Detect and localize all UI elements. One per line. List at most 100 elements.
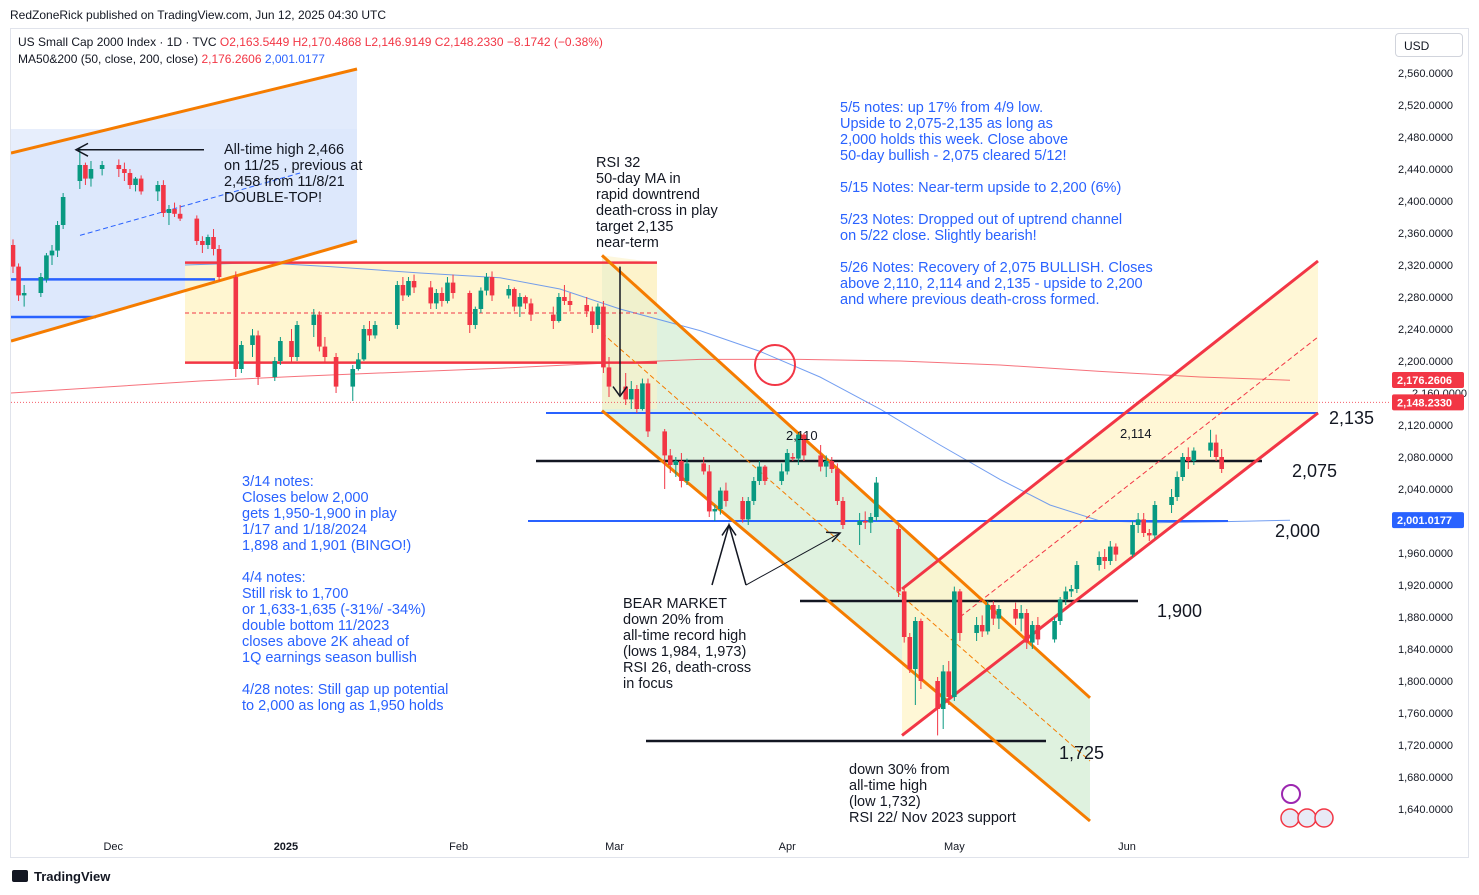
candle: [757, 461, 762, 485]
candle-body: [400, 285, 406, 296]
candle-body: [1069, 589, 1074, 592]
candle-body: [1180, 457, 1185, 477]
candle: [667, 449, 673, 473]
candle-body: [628, 389, 634, 400]
candle: [473, 306, 478, 329]
candle-body: [356, 359, 361, 369]
candle-body: [1074, 565, 1080, 589]
candle-body: [907, 637, 913, 669]
candle: [1169, 489, 1174, 513]
candle: [818, 445, 823, 472]
candle-body: [1185, 457, 1191, 461]
candle: [1069, 585, 1074, 597]
candle-body: [901, 591, 907, 637]
candle-body: [77, 165, 83, 181]
annotation-march: gets 1,950-1,900 in play: [242, 506, 398, 522]
tradingview-wordmark: TradingView: [34, 869, 111, 884]
annotation-may: 5/26 Notes: Recovery of 2,075 BULLISH. C…: [840, 260, 1153, 276]
candle-body: [823, 461, 829, 467]
level-label-2075: 2,075: [1292, 461, 1337, 481]
candle-body: [517, 297, 523, 307]
candle: [1208, 429, 1213, 457]
candle-body: [133, 178, 138, 185]
candle: [411, 274, 417, 293]
candle: [601, 301, 606, 373]
annotation-may: 5/15 Notes: Near-term upside to 2,200 (6…: [840, 180, 1121, 196]
candle-body: [289, 341, 294, 357]
x-tick-label: Apr: [779, 841, 796, 853]
candle-body: [445, 282, 450, 301]
candle: [701, 457, 706, 475]
candle-body: [840, 501, 846, 525]
candle: [1052, 617, 1057, 643]
candle-body: [868, 517, 874, 523]
candle-body: [1191, 450, 1197, 461]
candle-body: [779, 471, 784, 481]
uptrend-2025-mid: [959, 336, 1319, 618]
candle: [550, 306, 556, 329]
candle-body: [333, 357, 339, 387]
candle-body: [1102, 557, 1108, 561]
candle-body: [44, 255, 49, 280]
candle-body: [127, 173, 133, 185]
candle: [439, 287, 445, 307]
candle: [640, 378, 645, 411]
ma-legend[interactable]: MA50&200 (50, close, 200, close) 2,176.2…: [18, 52, 325, 66]
candle-body: [1063, 591, 1069, 600]
candle: [751, 477, 757, 505]
candle-body: [278, 341, 283, 361]
tradingview-logo-icon: [12, 870, 28, 882]
ohlc-change: −8.1742 (−0.38%): [506, 35, 603, 49]
currency-selector[interactable]: USD: [1395, 33, 1463, 57]
candle-body: [367, 329, 372, 336]
candle: [478, 287, 484, 313]
symbol-legend[interactable]: US Small Cap 2000 Index · 1D · TVC O2,16…: [18, 35, 603, 49]
annotation-ath: All-time high 2,466: [224, 142, 344, 158]
candle-body: [1208, 442, 1213, 451]
candle: [322, 337, 328, 363]
candle-body: [723, 490, 729, 501]
candle: [896, 525, 901, 597]
candle-body: [255, 335, 261, 377]
candle-body: [1169, 497, 1174, 505]
candle: [1096, 551, 1102, 571]
candle: [133, 177, 138, 192]
candle: [957, 589, 963, 641]
candle: [155, 181, 161, 201]
candle: [762, 465, 768, 485]
candle: [857, 513, 862, 545]
annotation-rsi32: near-term: [596, 235, 659, 251]
candle-body: [796, 434, 801, 459]
candle-body: [478, 290, 484, 309]
candle-body: [439, 293, 445, 301]
annotation-may: Upside to 2,075-2,135 as long as: [840, 116, 1053, 132]
candle: [44, 253, 49, 283]
candle: [428, 281, 434, 309]
ma1-value: 2,176.2606: [201, 52, 262, 66]
downtrend-upper: [600, 254, 1092, 699]
candle-body: [640, 383, 645, 409]
candle: [790, 453, 796, 461]
candle: [489, 271, 495, 301]
candle-body: [595, 306, 601, 325]
candle: [979, 615, 985, 637]
candle: [935, 677, 940, 736]
candle-body: [818, 455, 823, 467]
annotation-p2114: 2,114: [1120, 426, 1152, 441]
annotation-march: 1,898 and 1,901 (BINGO!): [242, 538, 411, 554]
candle-body: [21, 293, 27, 296]
level-label-1900: 1,900: [1157, 601, 1202, 621]
candle: [1180, 453, 1185, 481]
annotation-bear: down 20% from: [623, 612, 724, 628]
candle: [874, 477, 879, 521]
candle: [718, 487, 723, 515]
ma-price-tag: [1392, 371, 1464, 388]
y-tick-label: 2,360.0000: [1398, 228, 1453, 240]
candle-body: [523, 297, 528, 304]
ma-label: MA50&200 (50, close, 200, close): [18, 52, 199, 66]
candle-body: [684, 463, 690, 481]
candle-body: [718, 490, 723, 509]
candle: [77, 148, 83, 189]
candle: [974, 617, 979, 641]
